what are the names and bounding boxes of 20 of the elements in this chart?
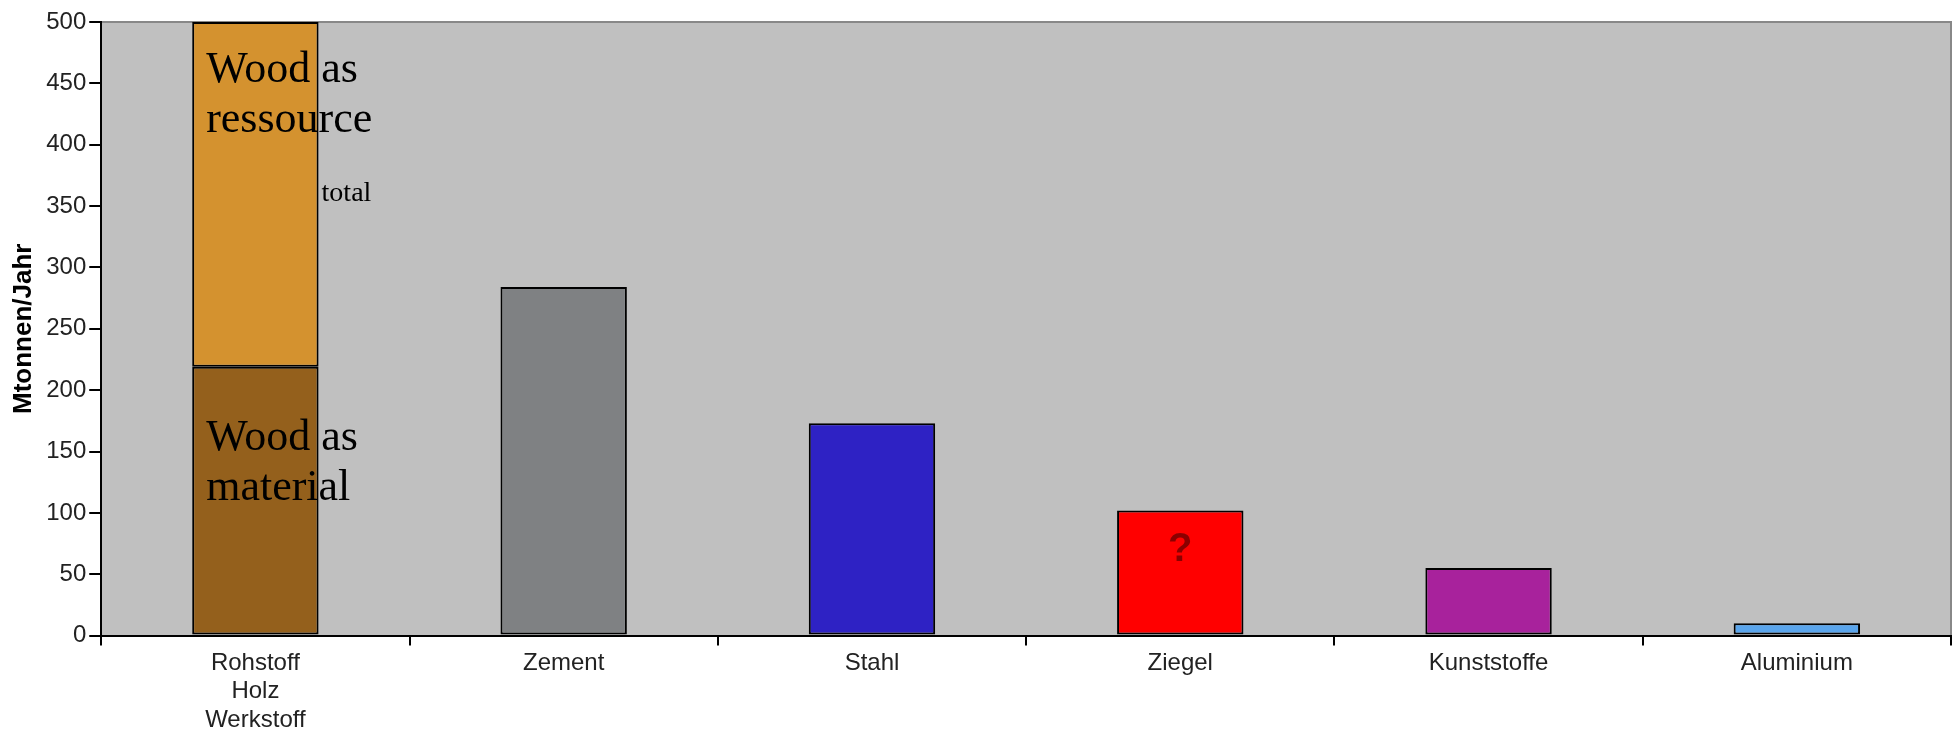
x-tick-label: Kunststoffe: [1428, 647, 1549, 675]
x-tick-label: Ziegel: [1147, 647, 1213, 675]
y-tick-label: 450: [46, 67, 87, 95]
annotation: ?: [1168, 524, 1193, 569]
y-tick-label: 350: [46, 190, 87, 218]
x-tick-label: Aluminium: [1740, 647, 1853, 675]
y-tick-label: 100: [46, 497, 87, 525]
x-tick-label: Stahl: [844, 647, 900, 675]
y-tick-label: 0: [72, 620, 87, 648]
y-tick-label: 150: [46, 436, 87, 464]
x-tick-label: Zement: [522, 647, 605, 675]
annotation: total: [321, 176, 372, 208]
y-tick-label: 250: [46, 313, 87, 341]
y-axis-title: Mtonnen/Jahr: [6, 243, 37, 415]
y-tick-label: 300: [46, 252, 87, 280]
x-tick-label: Rohstoff Holz Werkstoff: [205, 647, 306, 733]
y-tick-label: 50: [59, 558, 87, 586]
y-tick-label: 200: [46, 374, 87, 402]
y-tick-label: 500: [46, 6, 87, 34]
y-tick-label: 400: [46, 129, 87, 157]
